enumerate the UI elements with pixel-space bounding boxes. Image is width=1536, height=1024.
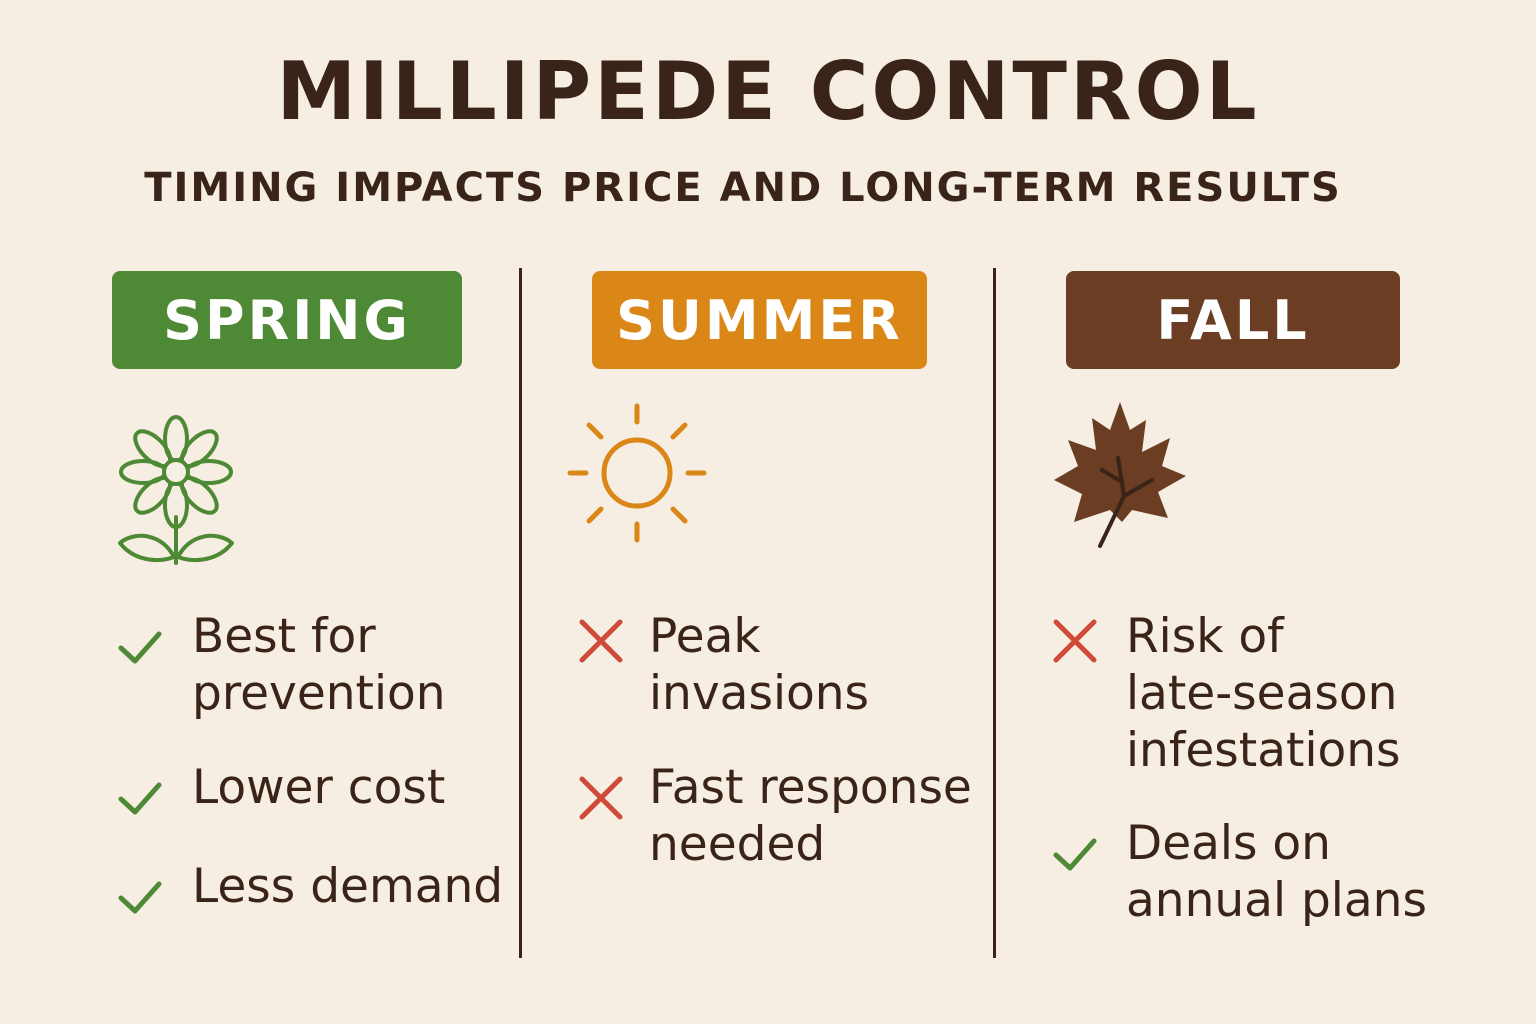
- flower-icon: [110, 405, 240, 575]
- check-icon: [118, 631, 162, 664]
- item-line: infestations: [1126, 723, 1401, 778]
- item-line: Lower cost: [192, 760, 446, 815]
- column-divider: [993, 268, 996, 958]
- item-line: Deals on: [1126, 816, 1331, 871]
- item-line: needed: [649, 817, 826, 872]
- column-divider: [519, 268, 522, 958]
- leaf-icon: [1052, 400, 1188, 550]
- spring-badge: SPRING: [112, 271, 462, 369]
- fall-badge: FALL: [1066, 271, 1400, 369]
- item-line: Fast response: [649, 760, 972, 815]
- page-title: MILLIPEDE CONTROL: [276, 45, 1260, 138]
- cross-icon: [579, 619, 623, 663]
- sun-icon: [566, 403, 708, 545]
- item-line: invasions: [649, 666, 870, 721]
- check-icon: [1053, 838, 1097, 871]
- cross-icon: [1053, 619, 1097, 663]
- item-line: Risk of: [1126, 609, 1284, 664]
- item-line: Less demand: [192, 859, 504, 914]
- item-line: Best for: [192, 609, 376, 664]
- item-line: Peak: [649, 609, 761, 664]
- item-line: late-season: [1126, 666, 1398, 721]
- summer-badge: SUMMER: [592, 271, 927, 369]
- page-subtitle: TIMING IMPACTS PRICE AND LONG-TERM RESUL…: [144, 165, 1342, 211]
- item-line: annual plans: [1126, 873, 1427, 928]
- item-line: prevention: [192, 666, 446, 721]
- check-icon: [118, 881, 162, 914]
- cross-icon: [579, 776, 623, 820]
- check-icon: [118, 782, 162, 815]
